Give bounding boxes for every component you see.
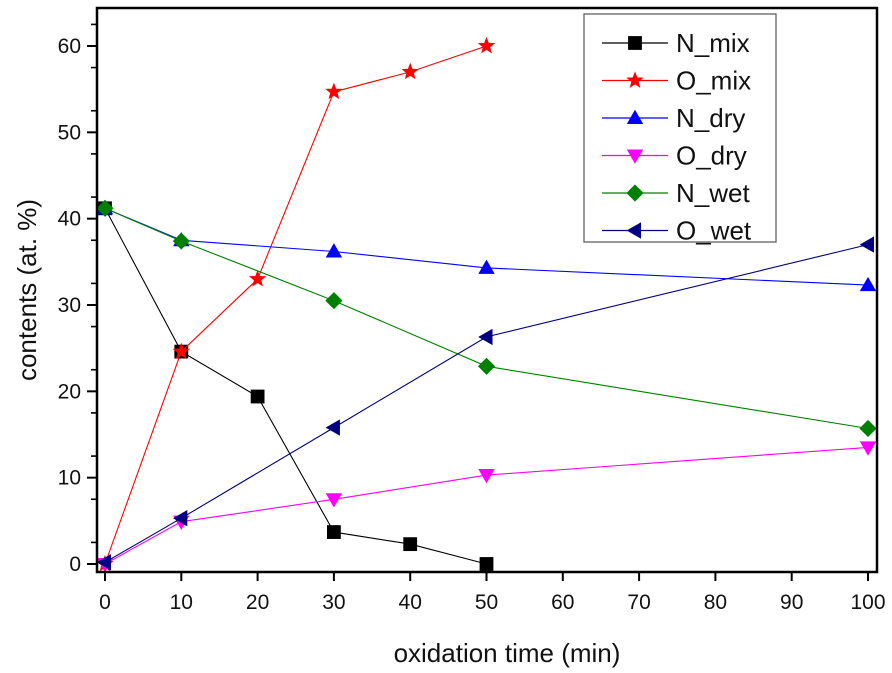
legend-item: O_mix [602, 66, 751, 96]
legend-item: O_wet [602, 216, 752, 246]
data-point [859, 276, 877, 292]
x-axis-title: oxidation time (min) [394, 638, 621, 668]
data-point [325, 419, 340, 436]
series-o-dry [96, 441, 877, 573]
series-o-mix [96, 36, 496, 572]
data-point [325, 82, 343, 100]
series-n-mix [98, 201, 494, 571]
y-tick-label: 60 [58, 35, 81, 58]
series-layer [96, 36, 877, 573]
legend-label: O_wet [676, 216, 752, 246]
data-point [326, 525, 341, 539]
legend-label: N_dry [676, 103, 745, 133]
data-point [859, 441, 877, 456]
data-point [96, 199, 114, 217]
series-line [104, 446, 869, 565]
legend-label: N_wet [676, 178, 750, 208]
data-point [172, 510, 188, 527]
data-point [859, 236, 875, 253]
data-point [401, 62, 419, 80]
legend-marker [628, 36, 642, 50]
legend-box [583, 13, 777, 243]
y-tick-label: 0 [69, 553, 81, 576]
y-axis-title: contents (at. %) [12, 199, 42, 381]
data-point [248, 269, 267, 287]
x-tick-label: 30 [322, 591, 345, 614]
legend-item: N_wet [602, 178, 750, 208]
x-tick-label: 20 [246, 591, 269, 614]
x-tick-label: 50 [475, 591, 498, 614]
legend-item: N_mix [602, 28, 750, 58]
legend-marker [626, 222, 642, 239]
data-point [325, 493, 343, 508]
data-point [250, 389, 265, 404]
data-point [477, 36, 496, 54]
legend-item: O_dry [602, 141, 747, 171]
series-o-wet [96, 236, 875, 571]
series-line [104, 244, 869, 563]
y-tick-label: 20 [58, 380, 81, 403]
x-tick-label: 60 [551, 591, 574, 614]
legend: N_mix O_mix N_dry O_dry N_wet O_wet [583, 13, 777, 246]
y-tick-label: 10 [58, 467, 81, 490]
series-line [104, 208, 487, 565]
data-point [96, 554, 112, 571]
data-point [172, 342, 190, 359]
axes-layer: 0 10 20 30 40 50 60 70 80 90 100 0 10 20 30 40 50 60 [58, 23, 886, 614]
series-n-wet [96, 199, 877, 438]
data-point [477, 357, 496, 375]
legend-marker [626, 184, 644, 202]
data-point [478, 259, 495, 274]
y-tick-label: 40 [58, 208, 81, 231]
data-point [325, 243, 343, 258]
data-point [478, 328, 493, 346]
data-point [479, 557, 494, 571]
series-line [104, 45, 487, 565]
x-tick-label: 40 [399, 591, 422, 614]
legend-label: O_dry [676, 141, 747, 171]
y-tick-label: 30 [58, 294, 81, 317]
x-tick-label: 80 [704, 591, 727, 614]
x-tick-label: 90 [780, 591, 803, 614]
x-tick-label: 10 [170, 591, 193, 614]
legend-label: O_mix [676, 66, 751, 96]
legend-marker [626, 71, 644, 88]
data-point [172, 232, 190, 250]
data-point [478, 469, 495, 484]
legend-marker [626, 109, 644, 125]
x-tick-label: 0 [99, 591, 111, 614]
data-point [325, 292, 343, 310]
legend-marker [626, 149, 644, 164]
data-point [403, 537, 418, 552]
data-point [859, 419, 877, 438]
x-tick-label: 100 [850, 591, 885, 614]
x-tick-label: 70 [627, 591, 650, 614]
y-tick-label: 50 [58, 121, 81, 144]
legend-item: N_dry [602, 103, 745, 133]
legend-label: N_mix [676, 28, 750, 58]
